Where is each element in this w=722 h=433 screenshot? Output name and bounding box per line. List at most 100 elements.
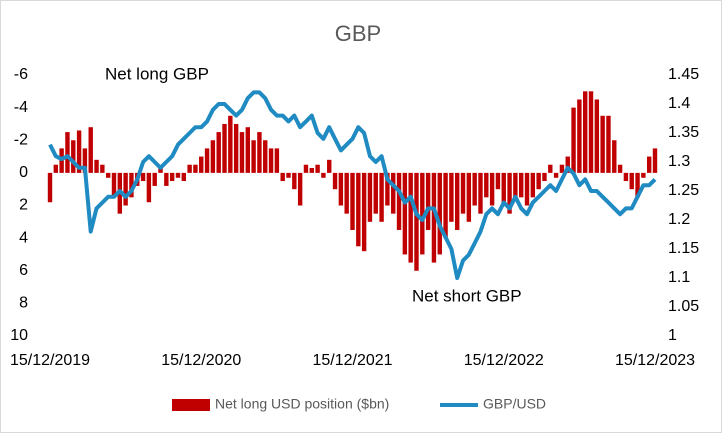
- bar: [588, 91, 594, 173]
- y-tick-label: 0: [19, 164, 28, 181]
- bar: [146, 172, 152, 203]
- y2-tick-label: 1.1: [668, 269, 690, 286]
- bar: [612, 140, 617, 173]
- bar: [187, 164, 192, 173]
- bar: [373, 172, 378, 214]
- bar: [286, 172, 291, 178]
- bar: [222, 123, 227, 173]
- bar: [455, 172, 460, 230]
- bar: [94, 159, 99, 173]
- y-tick-label: 2: [19, 197, 28, 214]
- bar: [367, 172, 373, 222]
- bar: [565, 156, 570, 173]
- bar: [181, 172, 186, 182]
- bar: [100, 164, 105, 173]
- bar: [140, 172, 146, 182]
- bar: [204, 148, 210, 173]
- bar: [420, 172, 425, 255]
- bar: [251, 140, 256, 173]
- bar: [129, 172, 134, 198]
- y2-tick-label: 1.45: [668, 66, 699, 83]
- y2-tick-label: 1: [668, 327, 677, 344]
- bar: [548, 164, 553, 173]
- bar: [321, 172, 326, 178]
- y-tick-label: -2: [14, 131, 28, 148]
- bar: [239, 132, 245, 173]
- bar: [594, 99, 600, 173]
- bar: [425, 172, 431, 230]
- bar: [303, 164, 309, 173]
- bar: [53, 164, 59, 173]
- y-tick-label: -4: [14, 99, 28, 116]
- bar: [519, 172, 524, 198]
- bar: [152, 172, 157, 186]
- bar: [443, 172, 448, 239]
- bar: [396, 172, 402, 230]
- bar: [379, 172, 384, 222]
- bar: [245, 127, 250, 173]
- bar: [646, 156, 652, 173]
- bar: [530, 172, 536, 198]
- bar: [105, 172, 111, 178]
- x-tick-label: 15/12/2023: [615, 352, 695, 369]
- y2-tick-label: 1.35: [668, 124, 699, 141]
- bar: [635, 172, 640, 198]
- y2-tick-label: 1.2: [668, 211, 690, 228]
- bar: [606, 115, 611, 173]
- bar: [280, 172, 285, 182]
- bar: [88, 127, 93, 173]
- bar: [652, 148, 658, 173]
- bar: [553, 172, 559, 178]
- bar: [228, 115, 233, 173]
- annotation: Net long GBP: [105, 64, 209, 83]
- y2-tick-label: 1.4: [668, 95, 690, 112]
- y-tick-label: 10: [10, 327, 28, 344]
- bar: [385, 172, 390, 206]
- legend-swatch: [172, 399, 210, 411]
- y2-tick-label: 1.05: [668, 298, 699, 315]
- bar: [71, 140, 76, 173]
- bar: [361, 172, 367, 252]
- bar: [175, 172, 181, 178]
- x-tick-label: 15/12/2022: [464, 352, 544, 369]
- bar: [577, 99, 582, 173]
- bar: [332, 172, 338, 190]
- bar: [629, 172, 634, 190]
- bar: [600, 115, 605, 173]
- x-tick-label: 15/12/2019: [10, 352, 90, 369]
- bar: [431, 172, 437, 263]
- bar: [466, 172, 472, 222]
- bar: [274, 148, 280, 173]
- bar: [338, 172, 344, 206]
- chart-title: GBP: [335, 21, 381, 46]
- bar: [210, 140, 216, 173]
- x-tick-label: 15/12/2020: [161, 352, 241, 369]
- bar: [199, 156, 204, 173]
- bar: [507, 172, 512, 214]
- bar: [414, 172, 419, 271]
- bar: [263, 140, 268, 173]
- bar: [47, 172, 53, 203]
- bar: [623, 172, 629, 182]
- bar: [193, 164, 198, 173]
- line: [48, 90, 657, 280]
- y-tick-label: -6: [14, 66, 28, 83]
- bar: [617, 164, 623, 173]
- bar: [536, 172, 541, 190]
- bar: [437, 172, 442, 255]
- bar: [495, 172, 501, 190]
- bar: [315, 164, 320, 173]
- bar: [391, 172, 396, 214]
- bar: [65, 132, 70, 173]
- bar: [449, 172, 454, 222]
- bar: [164, 172, 169, 186]
- bar: [402, 172, 408, 255]
- bar: [460, 172, 466, 214]
- bar: [268, 148, 274, 173]
- bar: [292, 172, 297, 190]
- bar: [76, 130, 82, 173]
- bar: [513, 172, 518, 198]
- bar: [82, 148, 88, 173]
